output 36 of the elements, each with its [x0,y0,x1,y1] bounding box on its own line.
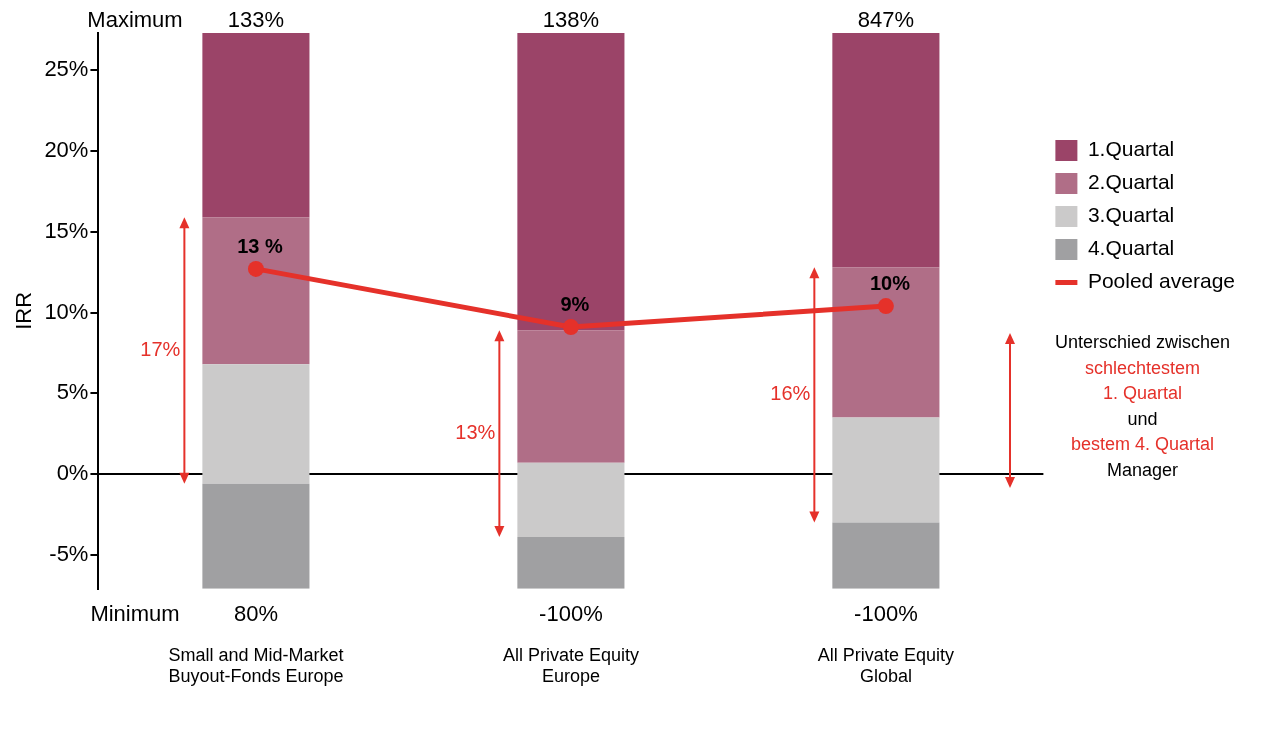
text: 80% [233,600,278,626]
x-tick-label: All Private Equity Global [817,644,954,687]
text: Manager [1105,458,1179,482]
x-tick-label: Small and Mid-Market Buyout-Fonds Europe [168,644,344,687]
y-tick-label: 20% [44,137,89,163]
annotation: 16% [770,382,811,405]
y-tick-label: 25% [44,56,89,82]
legend-label: 3.Quartal [1087,203,1175,227]
text: 133% [227,7,285,32]
text: -100% [854,600,918,626]
annotation: 17% [140,338,181,360]
y-tick-label: 15% [44,217,89,243]
text: Maximum [87,7,183,32]
text: 847% [857,7,915,32]
text: schlechtestem [1083,356,1202,380]
legend-label: 2.Quartal [1087,170,1175,194]
annotation: 13% [455,421,496,444]
y-tick-label: -5% [49,540,89,566]
text: Minimum [90,600,180,626]
y-tick-label: 5% [56,379,89,405]
text: bestem 4. Quartal [1069,433,1216,456]
legend-label: 1.Quartal [1087,137,1175,161]
data-label: 10% [869,272,911,295]
text: und [1126,407,1159,431]
y-tick-label: 0% [56,460,89,486]
text: Unterschied zwischen [1053,331,1232,354]
legend-label: Pooled average [1087,269,1236,293]
text: 1. Quartal [1101,382,1183,405]
data-label: 9% [560,293,590,316]
text: -100% [539,600,603,626]
y-tick-label: 10% [44,298,89,324]
data-label: 13 % [237,234,283,257]
legend-label: 4.Quartal [1087,236,1175,260]
y-axis-title: IRR [11,291,37,330]
text: 138% [542,7,600,32]
x-tick-label: All Private Equity Europe [502,644,639,687]
